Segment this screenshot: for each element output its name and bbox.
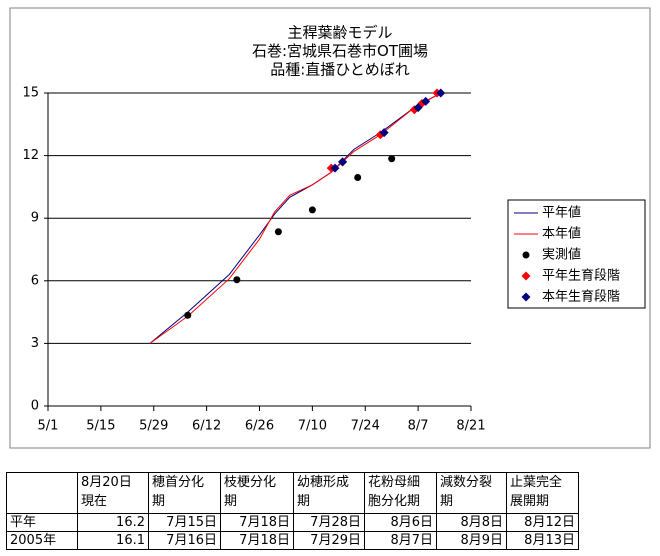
data-point: [421, 96, 431, 106]
header-cell: 花粉母細 胞分化期: [364, 472, 437, 514]
data-point: [330, 163, 340, 173]
header-text: 展開期: [510, 494, 550, 509]
cell: 7月18日: [220, 513, 294, 532]
header-text: 期: [297, 494, 311, 509]
y-tick-label: 0: [31, 399, 39, 414]
chart-title: 石巻:宮城県石巻市OT圃場: [252, 42, 428, 60]
y-tick-label: 6: [31, 273, 39, 288]
legend-swatch: [522, 251, 530, 259]
data-line: [149, 92, 442, 344]
y-tick-label: 3: [31, 336, 39, 351]
header-text: 胞分化期: [368, 494, 421, 509]
cell: 16.1: [77, 531, 149, 550]
legend-box: [507, 199, 646, 309]
data-point: [308, 206, 316, 214]
legend-label: 平年生育段階: [542, 268, 620, 284]
data-row: 2005年 16.1 7月16日 7月18日 7月29日 8月7日 8月9日 8月13日: [6, 531, 579, 550]
header-text: 8月20日: [81, 475, 132, 490]
header-cell: 幼穂形成期: [293, 472, 365, 514]
header-text: 幼穂形成: [297, 475, 350, 490]
header-cell: [6, 472, 78, 514]
legend-label: 平年値: [542, 205, 581, 221]
x-tick-label: 5/29: [139, 419, 168, 434]
cell: 7月29日: [293, 531, 365, 550]
header-text: 期: [440, 494, 454, 509]
x-tick-label: 5/1: [38, 419, 59, 434]
cell: 7月28日: [293, 513, 365, 532]
legend-swatch: [521, 271, 531, 281]
cell: 7月15日: [148, 513, 221, 532]
data-row: 平年 16.2 7月15日 7月18日 7月28日 8月6日 8月8日 8月12日: [6, 513, 579, 532]
data-point: [413, 103, 423, 113]
header-cell: 穂首分化期: [148, 472, 221, 514]
data-point: [388, 155, 396, 163]
header-text: 期: [224, 494, 238, 509]
header-text: 穂首分化: [152, 475, 205, 490]
legend-swatch: [521, 292, 531, 302]
cell: 平年: [6, 513, 78, 532]
header-text: 花粉母細: [368, 475, 421, 490]
cell: 8月6日: [364, 513, 437, 532]
data-point: [184, 311, 192, 319]
stage-table: 8月20日 現在 穂首分化期枝梗分化期幼穂形成期花粉母細 胞分化期 減数分裂期止葉完全展…: [6, 472, 579, 550]
cell: 7月16日: [148, 531, 221, 550]
header-cell: 8月20日現在: [77, 472, 149, 514]
cell: 8月7日: [364, 531, 437, 550]
header-cell: 枝梗分化期: [220, 472, 294, 514]
x-tick-label: 5/15: [86, 419, 115, 434]
header-cell: 止葉完全 展開期: [506, 472, 579, 514]
data-point: [379, 128, 389, 138]
cell: 2005年: [6, 531, 78, 550]
x-tick-label: 7/10: [298, 419, 327, 434]
cell: 7月18日: [220, 531, 294, 550]
header-text: 期: [152, 494, 166, 509]
data-point: [274, 228, 282, 236]
cell: 8月9日: [436, 531, 507, 550]
chart-title: 主稈葉齢モデル: [287, 24, 392, 42]
cell: 8月8日: [436, 513, 507, 532]
y-tick-label: 15: [22, 86, 39, 101]
data-point: [338, 157, 348, 167]
header-text: 現在: [81, 494, 108, 509]
legend-label: 実測値: [542, 247, 581, 263]
header-text: 枝梗分化: [224, 475, 277, 490]
x-tick-label: 6/26: [245, 419, 274, 434]
legend-label: 本年生育段階: [542, 289, 620, 305]
y-tick-label: 12: [22, 148, 39, 163]
y-tick-label: 9: [31, 211, 39, 226]
cell: 8月12日: [506, 513, 579, 532]
x-tick-label: 8/21: [456, 419, 485, 434]
x-tick-label: 6/12: [192, 419, 221, 434]
cell: 8月13日: [506, 531, 579, 550]
header-text: 止葉完全: [510, 475, 563, 490]
data-point: [436, 88, 446, 98]
data-point: [354, 174, 362, 182]
header-text: 減数分裂: [440, 475, 493, 490]
chart-title: 品種:直播ひとめぼれ: [270, 61, 410, 79]
data-point: [233, 276, 241, 284]
x-tick-label: 7/24: [351, 419, 380, 434]
x-tick-label: 8/7: [408, 419, 429, 434]
legend-label: 本年値: [542, 226, 581, 242]
cell: 16.2: [77, 513, 149, 532]
header-row: 8月20日 現在 穂首分化期枝梗分化期幼穂形成期花粉母細 胞分化期 減数分裂期止葉完全展…: [6, 472, 579, 514]
header-cell: 減数分裂期: [436, 472, 507, 514]
